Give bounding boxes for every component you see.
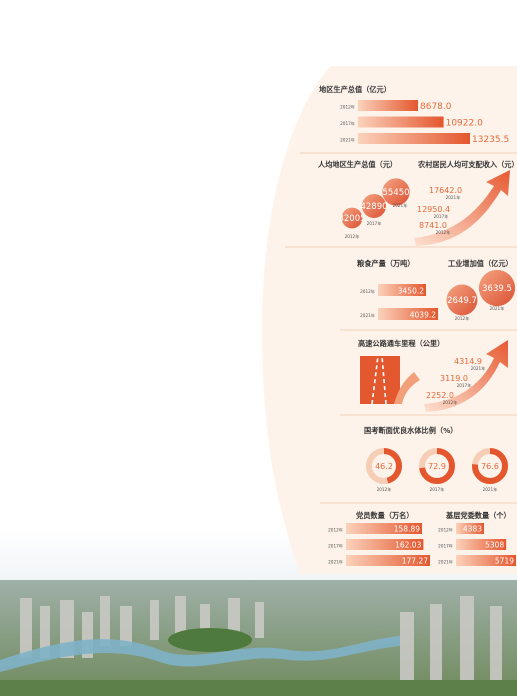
chart-title: 工业增加值（亿元） <box>448 259 513 268</box>
chart-title: 高速公路通车里程（公里） <box>358 339 444 348</box>
bubble <box>382 178 410 206</box>
tick-label: 2017年 <box>434 213 449 220</box>
data-label: 4383 <box>463 525 482 534</box>
tick-label: 2021年 <box>471 365 486 372</box>
tick-label: 2021年 <box>490 305 505 312</box>
bar <box>456 555 516 566</box>
tick-label: 2012年 <box>345 233 360 240</box>
trend-arrow <box>414 170 510 246</box>
bar <box>378 308 438 320</box>
chart-water: 国考断面优良水体比例（%） 46.2 2012年 72.9 2017年 76.6 2021… <box>364 426 508 493</box>
bubble <box>341 207 363 229</box>
tick-label: 2017年 <box>340 120 355 127</box>
tick-label: 2012年 <box>377 486 392 493</box>
chart-title: 农村居民人均可支配收入（元） <box>417 160 517 169</box>
data-label: 55450 <box>382 188 409 198</box>
tick-label: 2021年 <box>483 486 498 493</box>
chart-title: 党员数量（万名） <box>356 511 414 520</box>
data-label: 10922.0 <box>446 119 483 129</box>
highway-road-icon <box>360 355 420 405</box>
bar <box>358 100 418 111</box>
data-label: 5308 <box>485 541 504 550</box>
data-label: 3119.0 <box>440 374 468 383</box>
data-label: 42890 <box>360 202 387 212</box>
chart-grain: 粮食产量（万吨） 2012年 3450.2 2021年 4039.2 <box>357 259 438 320</box>
data-label: 162.03 <box>395 541 421 550</box>
tick-label: 2021年 <box>328 558 343 565</box>
data-label: 5719 <box>495 557 514 566</box>
tick-label: 2017年 <box>367 220 382 227</box>
tick-label: 2021年 <box>438 558 453 565</box>
chart-industry: 工业增加值（亿元） 2649.7 2012年 3639.5 2021年 <box>446 259 516 322</box>
chart-committees: 基层党委数量（个） 2012年 4383 2017年 5308 2021年 5719 <box>438 511 516 566</box>
tick-label: 2012年 <box>438 526 453 533</box>
bar <box>346 539 424 550</box>
data-label: 76.6 <box>481 462 499 471</box>
tick-label: 2017年 <box>457 382 472 389</box>
data-label: 2649.7 <box>447 296 477 306</box>
data-label: 17642.0 <box>429 186 462 195</box>
data-label: 32005 <box>338 214 365 224</box>
tick-label: 2021年 <box>340 136 355 143</box>
tick-label: 2021年 <box>393 202 408 209</box>
tick-label: 2017年 <box>438 542 453 549</box>
bubble <box>361 193 387 219</box>
tick-label: 2012年 <box>328 526 343 533</box>
chart-gdp: 地区生产总值（亿元） 2012年 8678.0 2017年 10922.0 2021年 1… <box>319 85 509 145</box>
tick-label: 2021年 <box>360 312 375 319</box>
data-label: 4314.9 <box>454 357 482 366</box>
data-label: 46.2 <box>375 462 393 471</box>
ring-value <box>366 448 402 484</box>
data-label: 72.9 <box>428 462 446 471</box>
chart-title: 人均地区生产总值（元） <box>318 160 397 169</box>
bar <box>358 116 444 128</box>
chart-gdp-per-capita: 人均地区生产总值（元） 32005 2012年 42890 2017年 55450 202… <box>318 160 410 240</box>
tick-label: 2012年 <box>443 399 458 406</box>
tick-label: 2017年 <box>430 486 445 493</box>
bar <box>358 133 470 144</box>
data-label: 13235.5 <box>472 135 509 145</box>
tick-label: 2012年 <box>436 229 451 236</box>
chart-title: 国考断面优良水体比例（%） <box>364 426 457 435</box>
data-label: 158.89 <box>394 525 420 534</box>
chart-members: 党员数量（万名） 2012年 158.89 2017年 162.03 2021年 177.… <box>328 511 430 566</box>
tick-label: 2021年 <box>446 194 461 201</box>
data-label: 2252.0 <box>426 391 454 400</box>
trend-arrow <box>424 340 508 412</box>
bar <box>378 284 426 296</box>
ring-value <box>472 448 508 484</box>
data-label: 8741.0 <box>419 221 447 230</box>
tick-label: 2012年 <box>360 288 375 295</box>
data-label: 177.27 <box>402 557 428 566</box>
ring-value <box>419 448 455 484</box>
tick-label: 2012年 <box>455 315 470 322</box>
tick-label: 2012年 <box>340 103 355 110</box>
bar <box>346 555 430 566</box>
data-label: 4039.2 <box>410 310 436 319</box>
chart-title: 地区生产总值（亿元） <box>319 85 391 94</box>
bar <box>456 539 507 550</box>
data-label: 3639.5 <box>482 284 512 294</box>
bubble <box>446 284 478 316</box>
tick-label: 2017年 <box>328 542 343 549</box>
data-label: 8678.0 <box>420 102 452 112</box>
bubble <box>478 269 516 307</box>
data-label: 3450.2 <box>398 286 424 295</box>
bar <box>456 523 484 534</box>
bar <box>346 523 422 534</box>
chart-title: 粮食产量（万吨） <box>357 259 415 268</box>
data-label: 12950.4 <box>417 205 450 214</box>
chart-title: 基层党委数量（个） <box>445 511 511 520</box>
